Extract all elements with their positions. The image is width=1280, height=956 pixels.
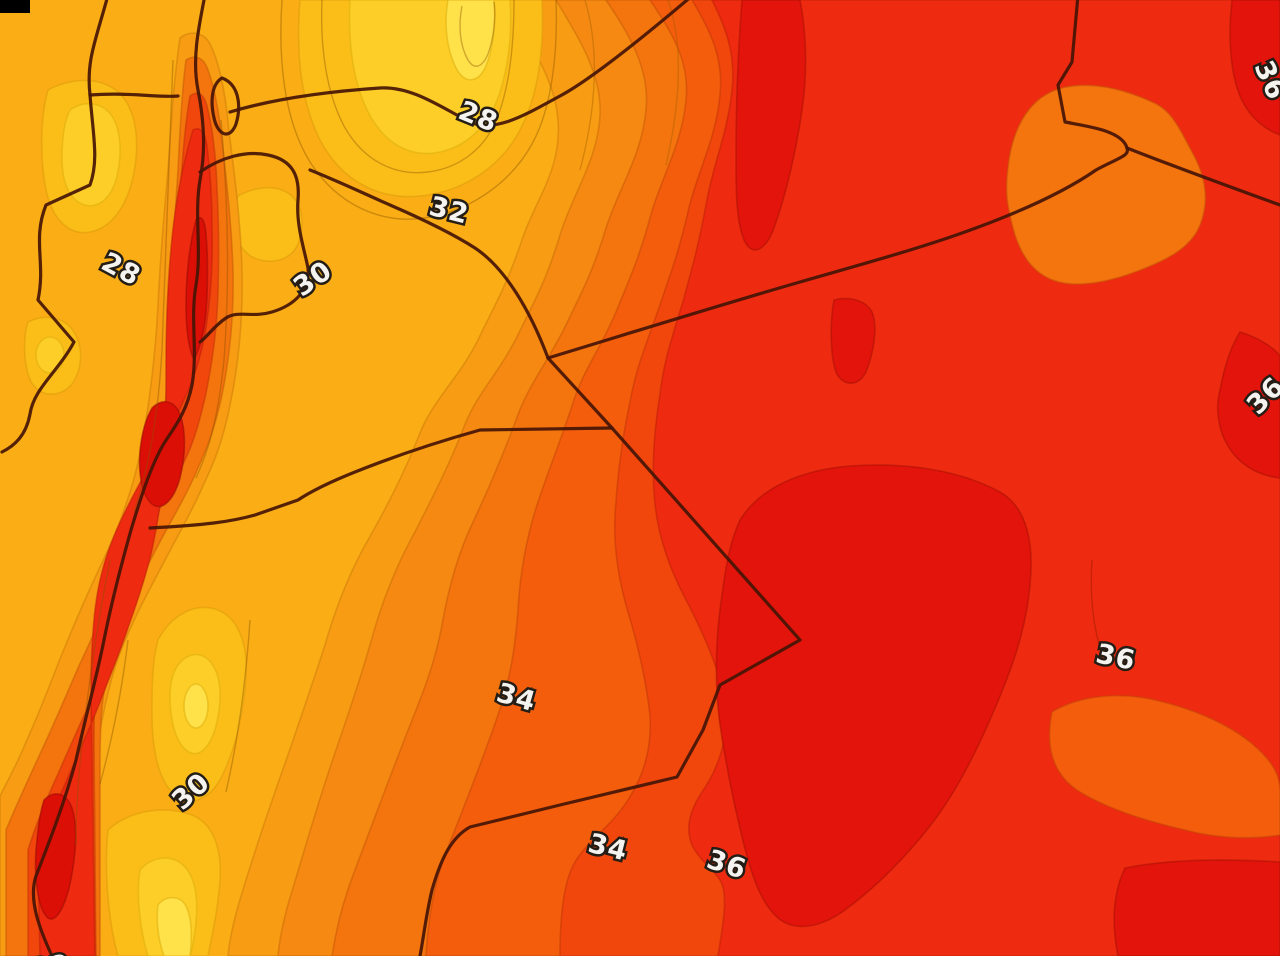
border-jordan-saudi — [418, 356, 802, 956]
border-west-bank — [198, 151, 310, 344]
border-jordan-iraq — [546, 0, 1130, 360]
rift-valley-heat-streak — [0, 32, 243, 956]
cool-domes — [23, 0, 544, 956]
border-coastline — [0, 0, 109, 454]
hot-core-patches — [715, 0, 1280, 956]
border-lake — [210, 76, 241, 136]
border-syria-jordan — [308, 168, 550, 360]
border-israel-jordan-south — [148, 426, 614, 530]
corner-marker — [0, 0, 30, 13]
border-jordan-valley — [31, 0, 206, 956]
contour-lines — [75, 0, 1101, 846]
border-iraq-saudi — [1125, 146, 1280, 207]
border-galilee — [88, 92, 180, 98]
border-north — [228, 0, 690, 128]
contour-label: 32 — [28, 949, 72, 956]
